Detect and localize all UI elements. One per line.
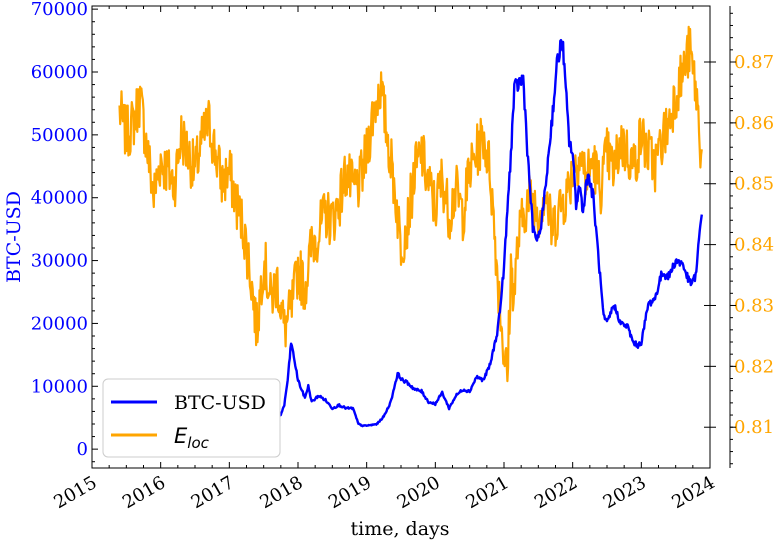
y-right-tick-label: 0.84 xyxy=(734,235,774,256)
x-axis-label: time, days xyxy=(350,518,449,540)
y-tick-label: 20000 xyxy=(31,313,88,334)
y-tick-label: 10000 xyxy=(31,376,88,397)
series-line-eloc xyxy=(118,25,703,383)
series-line-btc xyxy=(273,38,703,428)
y-right-tick-label: 0.83 xyxy=(734,295,774,316)
y-right-tick-label: 0.82 xyxy=(734,356,774,377)
y-tick-label: 0 xyxy=(77,439,88,460)
x-tick-label: 2015 xyxy=(50,472,100,513)
x-tick-label: 2020 xyxy=(394,472,444,513)
x-tick-label: 2021 xyxy=(462,472,512,513)
legend-box xyxy=(102,378,281,458)
y-tick-label: 50000 xyxy=(31,125,88,146)
x-tick-label: 2016 xyxy=(119,472,169,513)
legend-label-btc: BTC-USD xyxy=(174,392,266,414)
y-right-tick-label: 0.85 xyxy=(734,174,774,195)
series-layer xyxy=(118,25,703,428)
y-axis-label: BTC-USD xyxy=(3,191,25,283)
y-tick-label: 60000 xyxy=(31,62,88,83)
x-tick-label: 2023 xyxy=(600,472,650,513)
y-tick-label: 40000 xyxy=(31,188,88,209)
y-tick-label: 70000 xyxy=(31,0,88,20)
y-right-tick-label: 0.81 xyxy=(734,417,774,438)
plot-frame xyxy=(91,5,711,469)
x-tick-label: 2019 xyxy=(325,472,375,513)
y-tick-label: 30000 xyxy=(31,251,88,272)
x-tick-label: 2024 xyxy=(668,472,718,513)
y-right-tick-label: 0.87 xyxy=(734,52,774,73)
y-right-tick-label: 0.86 xyxy=(734,113,774,134)
legend: BTC-USD Eloc xyxy=(102,378,281,458)
x-tick-label: 2017 xyxy=(188,472,238,513)
x-tick-label: 2022 xyxy=(531,472,581,513)
x-tick-label: 2018 xyxy=(256,472,306,513)
